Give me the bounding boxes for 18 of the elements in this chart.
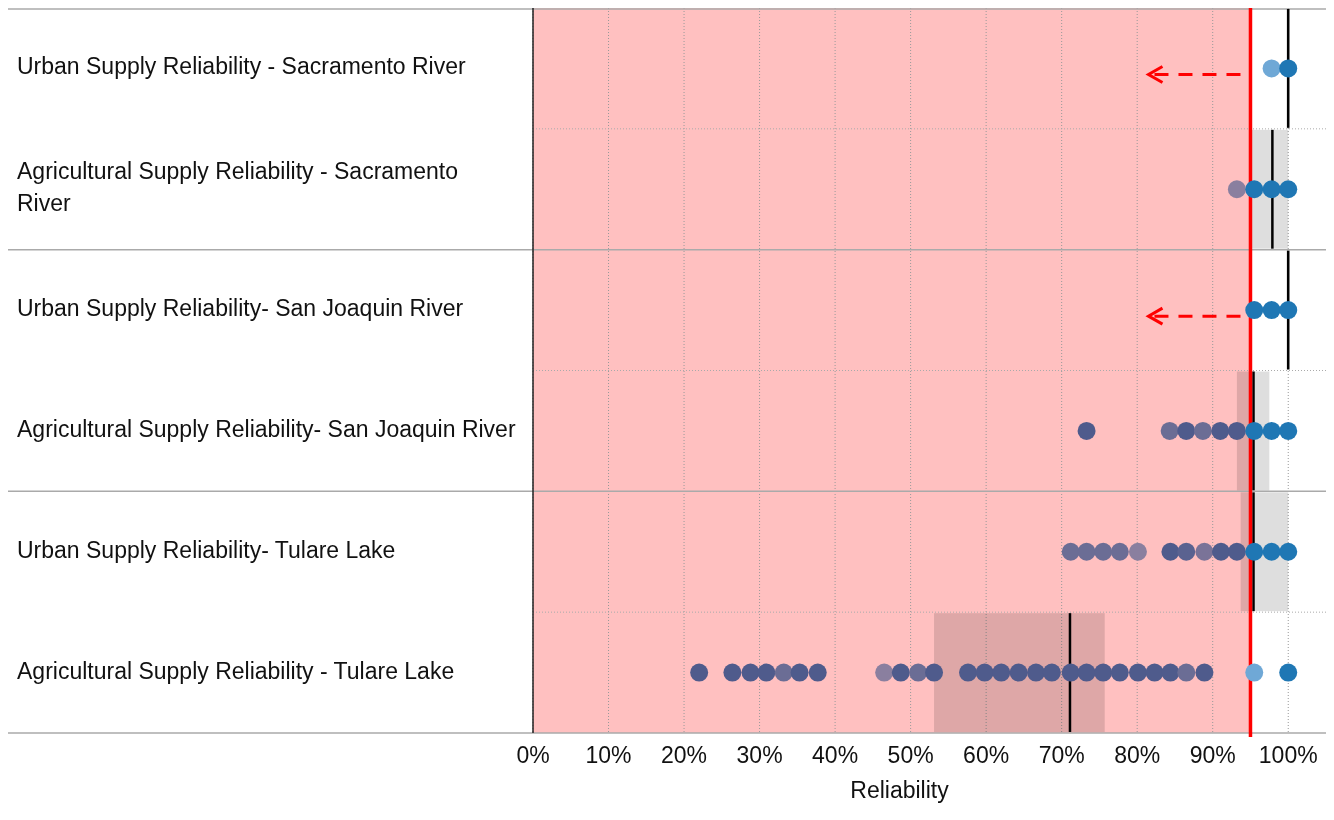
x-tick-label: 30% — [736, 742, 783, 768]
x-tick-label: 70% — [1038, 742, 1085, 768]
x-tick-label: 90% — [1189, 742, 1236, 768]
x-tick-label: 10% — [585, 742, 632, 768]
x-tick-label: 0% — [516, 742, 550, 768]
x-tick-label: 50% — [887, 742, 934, 768]
y-tick-label: Agricultural Supply Reliability- San Joaquin River — [17, 415, 516, 442]
x-axis-title: Reliability — [850, 777, 950, 803]
x-tick-label: 100% — [1258, 742, 1318, 768]
x-tick-label: 60% — [963, 742, 1010, 768]
x-tick-label: 20% — [661, 742, 708, 768]
x-tick-label: 80% — [1114, 742, 1161, 768]
y-tick-label: Agricultural Supply Reliability - Tulare Lake — [17, 657, 455, 684]
x-tick-label: 40% — [812, 742, 859, 768]
y-tick-label: Urban Supply Reliability - Sacramento River — [17, 53, 467, 80]
y-tick-label: Agricultural Supply Reliability - Sacramento River — [17, 158, 459, 217]
y-tick-label: Urban Supply Reliability- Tulare Lake — [17, 536, 396, 563]
y-tick-label: Urban Supply Reliability- San Joaquin River — [17, 295, 464, 322]
